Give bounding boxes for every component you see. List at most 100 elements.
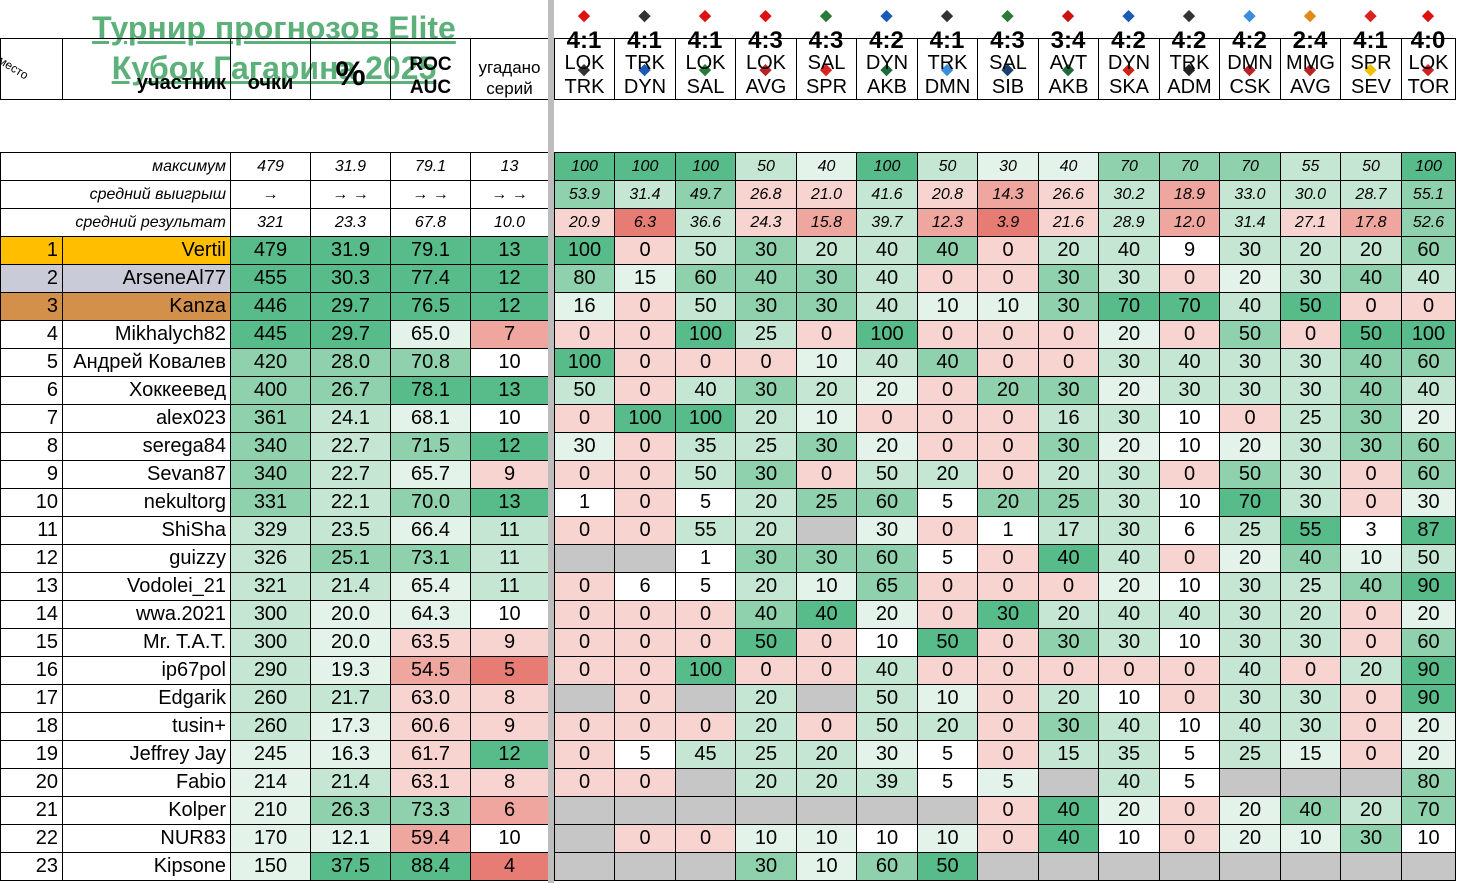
prediction-points-cell <box>1219 852 1281 881</box>
prediction-points-cell: 40 <box>675 376 736 405</box>
stat-roc: 67.8 <box>390 208 471 237</box>
prediction-points-cell: 30 <box>1098 628 1160 657</box>
prediction-points-cell: 20 <box>1098 572 1160 601</box>
roc-cell: 70.0 <box>390 488 471 517</box>
series-label-1: угадано <box>478 58 541 77</box>
prediction-points-cell: 40 <box>1401 264 1456 293</box>
column-separator <box>548 0 554 883</box>
prediction-points-cell: 20 <box>735 488 797 517</box>
prediction-points-cell: 20 <box>796 768 857 797</box>
stat-match-value: 27.1 <box>1280 208 1341 237</box>
stat-match-value: 28.7 <box>1340 180 1402 209</box>
table-row: 20 Fabio 214 21.4 63.1 8 0 0 20 20 39 5 5 40 5 80 <box>0 768 1456 797</box>
roc-cell: 59.4 <box>390 824 471 853</box>
team2-code: SKA <box>1108 76 1150 98</box>
match-teams-8: AVT AKB <box>1038 38 1099 100</box>
stat-match-value: 12.3 <box>917 208 978 237</box>
prediction-points-cell: 0 <box>554 600 615 629</box>
prediction-points-cell: 55 <box>675 516 736 545</box>
percent-header: % <box>310 38 391 100</box>
participant-name: Jeffrey Jay <box>62 740 231 769</box>
prediction-points-cell: 40 <box>735 264 797 293</box>
place-cell: 19 <box>0 740 63 769</box>
participant-name: Vodolei_21 <box>62 572 231 601</box>
team2-code: AKB <box>866 76 908 98</box>
prediction-points-cell: 5 <box>917 740 978 769</box>
prediction-points-cell: 0 <box>796 628 857 657</box>
prediction-points-cell: 30 <box>1280 376 1341 405</box>
stat-match-value: 6.3 <box>614 208 676 237</box>
stat-match-value: 55.1 <box>1401 180 1456 209</box>
series-cell: 7 <box>470 320 549 349</box>
prediction-points-cell: 0 <box>796 320 857 349</box>
match-teams-11: DMN CSK <box>1219 38 1281 100</box>
salavat-logo-icon: ◆ <box>1001 7 1014 24</box>
prediction-points-cell: 0 <box>977 264 1039 293</box>
points-cell: 361 <box>230 404 311 433</box>
stat-match-value: 100 <box>614 152 676 181</box>
prediction-points-cell: 40 <box>1219 292 1281 321</box>
prediction-points-cell: 0 <box>554 712 615 741</box>
prediction-points-cell: 30 <box>977 600 1039 629</box>
prediction-points-cell <box>1219 768 1281 797</box>
team2-code: DYN <box>623 76 667 98</box>
team1-code: DMN <box>1227 52 1273 74</box>
prediction-points-cell: 0 <box>1280 320 1341 349</box>
series-cell: 8 <box>470 768 549 797</box>
stat-row: средний выигрыш → → → → → → → 53.9 31.4 49.7 26.… <box>0 180 1456 209</box>
prediction-points-cell: 40 <box>1340 348 1402 377</box>
stat-points: 321 <box>230 208 311 237</box>
team1-code: LOK <box>1408 52 1449 74</box>
series-cell: 11 <box>470 544 549 573</box>
prediction-points-cell: 40 <box>1280 544 1341 573</box>
prediction-points-cell: 17 <box>1038 516 1099 545</box>
series-cell: 5 <box>470 656 549 685</box>
prediction-points-cell: 0 <box>614 348 676 377</box>
prediction-points-cell: 50 <box>1219 320 1281 349</box>
prediction-points-cell: 0 <box>1159 684 1220 713</box>
team2-code: CSK <box>1229 76 1271 98</box>
prediction-points-cell: 50 <box>1401 544 1456 573</box>
prediction-points-cell: 20 <box>977 376 1039 405</box>
place-cell: 11 <box>0 516 63 545</box>
prediction-points-cell <box>675 796 736 825</box>
prediction-points-cell: 30 <box>735 852 797 881</box>
prediction-points-cell: 0 <box>1159 264 1220 293</box>
stat-match-value: 50 <box>735 152 797 181</box>
dinamo-minsk-logo-icon: ◆ <box>1243 7 1256 24</box>
prediction-points-cell: 10 <box>856 628 918 657</box>
prediction-points-cell: 10 <box>735 824 797 853</box>
loko-logo-icon: ◆ <box>699 7 711 24</box>
prediction-points-cell: 20 <box>1340 796 1402 825</box>
participant-name: ArseneAl77 <box>62 264 231 293</box>
prediction-points-cell: 40 <box>1098 712 1160 741</box>
stat-match-value: 50 <box>1340 152 1402 181</box>
stat-match-value: 33.0 <box>1219 180 1281 209</box>
prediction-points-cell: 70 <box>1401 796 1456 825</box>
stat-pct: → → <box>310 180 391 209</box>
prediction-points-cell: 60 <box>856 852 918 881</box>
prediction-points-cell: 40 <box>856 348 918 377</box>
prediction-points-cell: 30 <box>1038 432 1099 461</box>
team1-code: LOK <box>745 52 787 74</box>
prediction-points-cell: 80 <box>554 264 615 293</box>
roc-cell: 65.4 <box>390 572 471 601</box>
prediction-points-cell: 40 <box>1159 600 1220 629</box>
prediction-points-cell: 16 <box>554 292 615 321</box>
percent-cell: 21.4 <box>310 768 391 797</box>
prediction-points-cell: 30 <box>796 544 857 573</box>
prediction-points-cell: 0 <box>614 488 676 517</box>
prediction-points-cell: 0 <box>554 740 615 769</box>
table-row: 3 Kanza 446 29.7 76.5 12 16 0 50 30 30 40 10 10 30 70 70… <box>0 292 1456 321</box>
prediction-points-cell: 0 <box>614 600 676 629</box>
stat-points: → <box>230 180 311 209</box>
series-cell: 9 <box>470 628 549 657</box>
place-cell: 6 <box>0 376 63 405</box>
prediction-points-cell: 20 <box>1401 600 1456 629</box>
prediction-points-cell <box>1340 852 1402 881</box>
spartak-logo-icon: ◆ <box>1364 7 1377 24</box>
table-row: 1 Vertil 479 31.9 79.1 13 100 0 50 30 20 40 40 0 20 40 9… <box>0 236 1456 265</box>
prediction-points-cell: 0 <box>917 656 978 685</box>
prediction-points-cell: 0 <box>614 376 676 405</box>
prediction-points-cell: 30 <box>735 236 797 265</box>
